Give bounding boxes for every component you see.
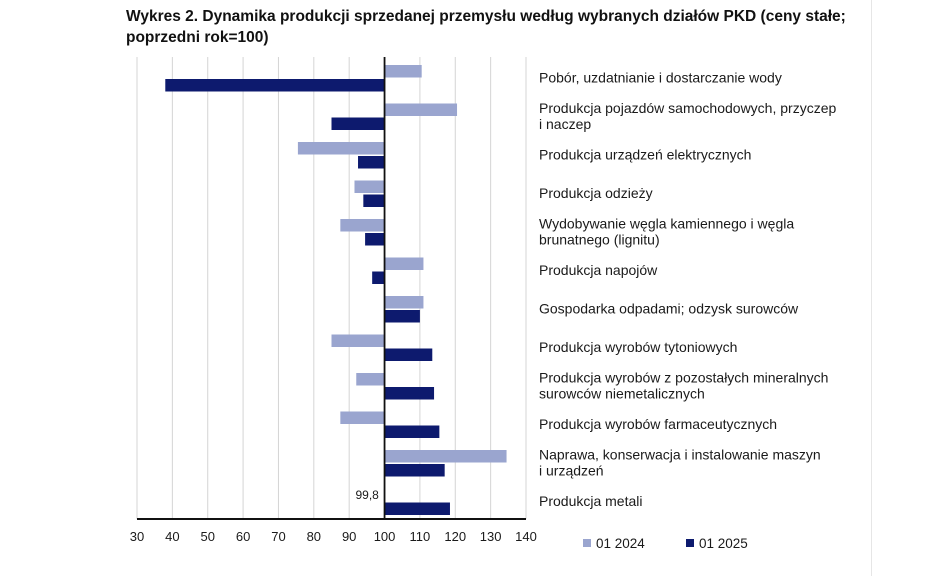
grid-lines [136, 57, 527, 519]
bar-series-2025 [165, 79, 385, 92]
bar-series-2025 [365, 233, 385, 246]
x-tick-label: 50 [200, 529, 214, 544]
category-label: Gospodarka odpadami; odzysk surowców [539, 300, 799, 316]
category-label-line: Produkcja metali [539, 493, 643, 509]
category-label-line: Wydobywanie węgla kamiennego i węgla [539, 215, 794, 231]
bar-series-2025 [384, 464, 445, 477]
category-label-line: Naprawa, konserwacja i instalowanie masz… [539, 446, 821, 462]
category-label: Produkcja metali [539, 493, 643, 509]
x-tick-label: 120 [444, 529, 466, 544]
bar-series-2024 [340, 411, 385, 424]
x-tick-label: 30 [130, 529, 144, 544]
category-label-line: Produkcja pojazdów samochodowych, przycz… [539, 100, 836, 116]
category-label: Pobór, uzdatnianie i dostarczanie wody [539, 69, 782, 85]
x-tick-label: 100 [374, 529, 396, 544]
bar-series-2024 [384, 257, 424, 270]
category-label: Produkcja odzieży [539, 185, 653, 201]
category-labels: Pobór, uzdatnianie i dostarczanie wody Pr… [539, 69, 836, 509]
bar-series-2025 [372, 271, 385, 284]
bar-series-2025 [384, 425, 440, 438]
category-label-line: Produkcja napojów [539, 262, 658, 278]
legend-swatch [583, 539, 591, 547]
legend: 01 2024 01 2025 [583, 536, 748, 551]
x-tick-label: 140 [515, 529, 537, 544]
category-label-line: Produkcja odzieży [539, 185, 653, 201]
x-tick-label: 110 [410, 529, 431, 544]
category-label: Produkcja napojów [539, 262, 658, 278]
data-label: 99,8 [355, 488, 379, 502]
category-label: Produkcja wyrobów tytoniowych [539, 339, 737, 355]
bar-series-2024 [297, 142, 385, 155]
bars [165, 65, 507, 515]
bar-series-2024 [331, 334, 385, 347]
chart-title: Wykres 2. Dynamika produkcji sprzedanej … [126, 8, 846, 46]
category-label: Wydobywanie węgla kamiennego i węgla brun… [539, 215, 794, 247]
category-label-line: Produkcja wyrobów tytoniowych [539, 339, 737, 355]
x-tick-label: 90 [342, 529, 356, 544]
category-label: Produkcja pojazdów samochodowych, przycz… [539, 100, 836, 132]
bar-series-2024 [384, 65, 422, 78]
legend-swatch [686, 539, 694, 547]
category-label: Produkcja urządzeń elektrycznych [539, 146, 751, 162]
bar-series-2025 [331, 117, 385, 130]
bar-series-2025 [384, 348, 433, 361]
x-tick-label: 80 [307, 529, 321, 544]
bar-series-2024 [384, 296, 424, 309]
bar-series-2025 [384, 387, 435, 400]
x-tick-label: 70 [271, 529, 285, 544]
bar-series-2024 [356, 373, 385, 386]
category-label-line: surowców niemetalicznych [539, 385, 705, 401]
x-tick-label: 60 [236, 529, 250, 544]
axes [137, 57, 526, 520]
category-label: Produkcja wyrobów z pozostałych mineraln… [539, 369, 828, 401]
legend-label: 01 2024 [596, 536, 645, 551]
bar-series-2025 [358, 156, 385, 169]
category-label-line: i naczep [539, 116, 591, 132]
bar-series-2025 [384, 502, 450, 515]
bar-series-2025 [363, 194, 385, 207]
category-label-line: Produkcja wyrobów z pozostałych mineraln… [539, 369, 828, 385]
category-label-line: Pobór, uzdatnianie i dostarczanie wody [539, 69, 782, 85]
category-label-line: Produkcja urządzeń elektrycznych [539, 146, 751, 162]
bar-series-2024 [354, 180, 385, 193]
data-labels: 99,8 [355, 488, 379, 502]
bar-series-2024 [384, 450, 507, 463]
bar-series-2024 [340, 219, 385, 232]
bar-series-2025 [384, 310, 420, 323]
category-label: Produkcja wyrobów farmaceutycznych [539, 416, 777, 432]
legend-label: 01 2025 [699, 536, 748, 551]
bar-series-2024 [384, 103, 458, 116]
category-label-line: Produkcja wyrobów farmaceutycznych [539, 416, 777, 432]
x-tick-label: 130 [480, 529, 502, 544]
x-tick-label: 40 [165, 529, 179, 544]
category-label: Naprawa, konserwacja i instalowanie masz… [539, 446, 821, 478]
category-label-line: brunatnego (lignitu) [539, 231, 660, 247]
category-label-line: Gospodarka odpadami; odzysk surowców [539, 300, 799, 316]
category-label-line: i urządzeń [539, 462, 604, 478]
x-tick-labels: 30 40 50 60 70 80 90 100 110 120 130 140 [130, 529, 537, 544]
page-edge-divider [871, 0, 872, 576]
